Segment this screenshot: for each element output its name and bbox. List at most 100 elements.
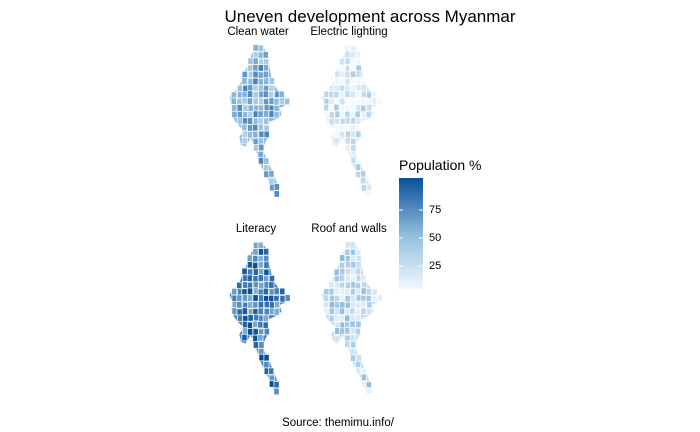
region (344, 281, 351, 289)
region (349, 294, 356, 303)
region (355, 261, 362, 269)
region (279, 287, 286, 296)
region (268, 84, 275, 92)
region (273, 380, 280, 389)
source-caption: Source: themimu.info/ (282, 417, 394, 429)
region (236, 308, 243, 316)
map-panel (320, 241, 383, 396)
region (241, 77, 248, 85)
region (333, 77, 340, 85)
region (263, 300, 270, 309)
region (349, 348, 356, 356)
region (338, 261, 345, 270)
region (263, 104, 270, 112)
region (339, 70, 346, 78)
region (323, 307, 330, 316)
region (333, 103, 340, 112)
region (257, 117, 264, 125)
region (334, 70, 341, 78)
region (252, 281, 259, 289)
region (242, 327, 249, 335)
region (284, 97, 291, 106)
region (355, 70, 362, 78)
region (263, 164, 270, 172)
region (257, 334, 264, 342)
region (338, 307, 345, 315)
region (344, 137, 351, 145)
region (344, 44, 351, 52)
region (257, 51, 264, 59)
region (258, 267, 265, 276)
region (236, 301, 243, 309)
region (355, 117, 362, 125)
region (349, 57, 356, 66)
region (263, 255, 270, 263)
region (339, 64, 346, 72)
region (246, 117, 253, 125)
region (338, 58, 345, 66)
region (360, 170, 367, 178)
region (349, 103, 356, 112)
region (236, 104, 243, 112)
region (376, 97, 383, 106)
region (339, 268, 346, 276)
region (258, 143, 265, 152)
region (339, 301, 346, 309)
region (323, 288, 330, 296)
region (241, 70, 248, 79)
region (344, 50, 351, 59)
region (284, 294, 291, 302)
region (263, 64, 270, 72)
region (247, 104, 254, 112)
region (247, 328, 254, 336)
region (263, 274, 270, 283)
region (241, 307, 248, 315)
region (257, 78, 264, 86)
region (360, 300, 367, 309)
region (360, 373, 367, 382)
region (334, 307, 341, 316)
region (344, 57, 351, 65)
region (257, 321, 264, 329)
region (252, 57, 259, 65)
region (268, 177, 275, 186)
region (263, 77, 270, 85)
region (328, 104, 335, 112)
region (349, 77, 356, 85)
region (344, 117, 351, 125)
region (355, 163, 362, 171)
region (349, 97, 356, 105)
region (360, 98, 367, 106)
region (252, 84, 259, 92)
region (257, 71, 264, 79)
region (269, 301, 276, 309)
region (257, 261, 264, 269)
region (338, 91, 345, 99)
region (252, 130, 259, 139)
region (236, 281, 243, 290)
region (236, 294, 243, 302)
region (273, 111, 280, 119)
region (354, 327, 361, 336)
region (279, 295, 286, 303)
region (263, 157, 270, 165)
region (328, 117, 335, 126)
region (241, 333, 248, 342)
region (344, 70, 351, 79)
region (339, 294, 346, 302)
region (252, 64, 259, 72)
region (334, 110, 341, 118)
region (263, 248, 270, 256)
region (349, 124, 356, 132)
region (360, 184, 367, 192)
region (246, 254, 253, 262)
region (268, 275, 275, 283)
panel-title-roof-and-walls: Roof and walls (311, 223, 387, 235)
region (263, 261, 270, 269)
region (365, 110, 372, 119)
region (247, 64, 254, 72)
legend-title: Population % (399, 157, 482, 173)
region (339, 254, 346, 262)
region (242, 117, 249, 125)
region (328, 314, 335, 323)
